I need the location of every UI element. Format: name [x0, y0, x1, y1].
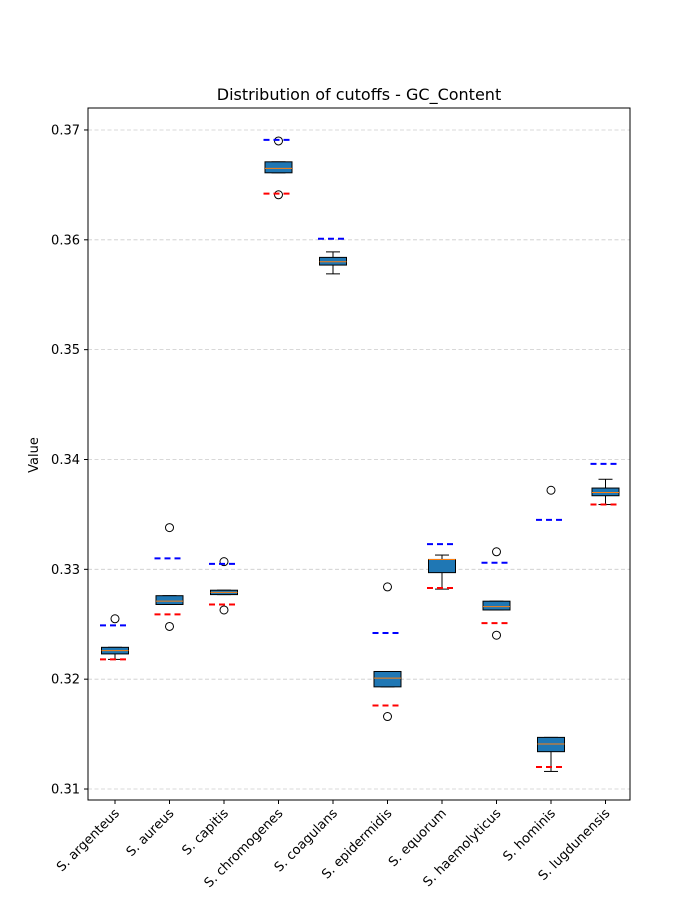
y-tick-label: 0.34 — [51, 453, 80, 468]
box — [591, 487, 620, 497]
box-group — [210, 557, 238, 615]
outlier-point — [219, 557, 229, 567]
outlier-point — [110, 614, 120, 624]
cutoff-lines — [100, 138, 621, 769]
box-group — [155, 523, 184, 631]
outlier-point — [383, 582, 392, 592]
outlier-point — [546, 485, 556, 495]
box-group — [591, 478, 620, 506]
x-tick-label: S. hominis — [500, 806, 559, 865]
y-tick-label: 0.36 — [51, 233, 80, 248]
outlier-point — [274, 190, 283, 200]
box-group — [482, 547, 511, 640]
x-tick-label: S. argenteus — [54, 806, 123, 875]
x-tick-label: S. aureus — [124, 806, 178, 860]
outlier-point — [492, 630, 501, 640]
box-group — [537, 485, 565, 772]
boxes — [101, 136, 620, 772]
box-group — [264, 136, 293, 200]
box-group — [101, 614, 129, 660]
y-tick-label: 0.32 — [51, 673, 80, 688]
y-tick-label: 0.33 — [51, 563, 80, 578]
outlier-point — [492, 547, 501, 557]
box-group — [319, 251, 347, 275]
y-axis-ticks: 0.31 0.32 0.33 0.34 0.35 0.36 0.37 — [51, 123, 88, 798]
outlier-point — [219, 605, 229, 615]
outlier-point — [165, 523, 174, 533]
box-group — [428, 554, 456, 590]
outlier-point — [274, 136, 283, 146]
outlier-point — [383, 712, 392, 722]
grid-lines — [88, 129, 630, 790]
box — [319, 256, 347, 266]
box — [155, 595, 184, 605]
plot-frame — [87, 107, 631, 801]
box — [373, 670, 402, 688]
box — [264, 161, 293, 174]
outlier-point — [165, 621, 174, 631]
y-tick-label: 0.37 — [51, 123, 80, 138]
y-axis-label: Value — [27, 437, 42, 473]
box — [537, 736, 565, 753]
chart-title: Distribution of cutoffs - GC_Content — [217, 85, 501, 105]
box-group — [373, 582, 402, 722]
y-tick-label: 0.31 — [51, 783, 80, 798]
box — [428, 558, 456, 574]
box — [482, 600, 511, 611]
x-tick-label: S. capitis — [180, 806, 232, 858]
y-tick-label: 0.35 — [51, 343, 80, 358]
